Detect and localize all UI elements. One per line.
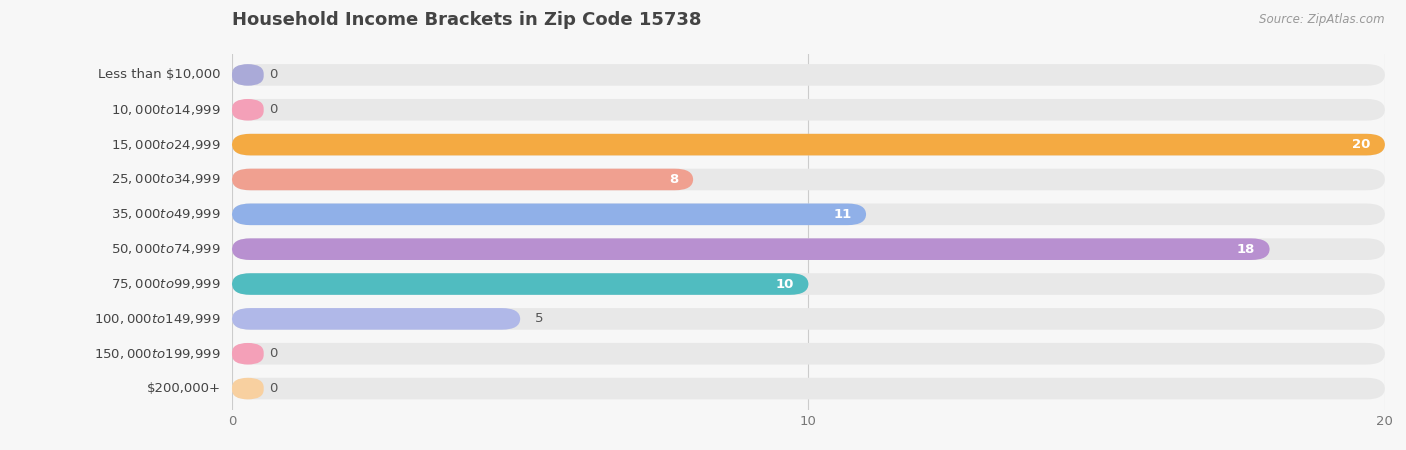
FancyBboxPatch shape bbox=[232, 273, 808, 295]
Text: 0: 0 bbox=[270, 347, 278, 360]
Text: 5: 5 bbox=[534, 312, 543, 325]
FancyBboxPatch shape bbox=[232, 134, 1385, 155]
Text: Household Income Brackets in Zip Code 15738: Household Income Brackets in Zip Code 15… bbox=[232, 11, 702, 29]
Text: 0: 0 bbox=[270, 103, 278, 116]
Text: 10: 10 bbox=[776, 278, 794, 291]
FancyBboxPatch shape bbox=[232, 238, 1385, 260]
FancyBboxPatch shape bbox=[232, 99, 1385, 121]
Text: $15,000 to $24,999: $15,000 to $24,999 bbox=[111, 138, 221, 152]
Text: $200,000+: $200,000+ bbox=[146, 382, 221, 395]
FancyBboxPatch shape bbox=[232, 308, 1385, 330]
Text: $35,000 to $49,999: $35,000 to $49,999 bbox=[111, 207, 221, 221]
Text: 0: 0 bbox=[270, 68, 278, 81]
Text: $100,000 to $149,999: $100,000 to $149,999 bbox=[94, 312, 221, 326]
FancyBboxPatch shape bbox=[232, 134, 1385, 155]
FancyBboxPatch shape bbox=[232, 169, 693, 190]
Text: $150,000 to $199,999: $150,000 to $199,999 bbox=[94, 347, 221, 361]
FancyBboxPatch shape bbox=[232, 343, 1385, 364]
FancyBboxPatch shape bbox=[232, 203, 866, 225]
Text: $75,000 to $99,999: $75,000 to $99,999 bbox=[111, 277, 221, 291]
Text: 0: 0 bbox=[270, 382, 278, 395]
FancyBboxPatch shape bbox=[232, 169, 1385, 190]
Text: Source: ZipAtlas.com: Source: ZipAtlas.com bbox=[1260, 14, 1385, 27]
Text: $50,000 to $74,999: $50,000 to $74,999 bbox=[111, 242, 221, 256]
Text: 20: 20 bbox=[1353, 138, 1371, 151]
FancyBboxPatch shape bbox=[232, 308, 520, 330]
FancyBboxPatch shape bbox=[232, 343, 264, 364]
Text: 18: 18 bbox=[1237, 243, 1256, 256]
Text: 11: 11 bbox=[834, 208, 852, 221]
FancyBboxPatch shape bbox=[232, 64, 264, 86]
Text: Less than $10,000: Less than $10,000 bbox=[98, 68, 221, 81]
FancyBboxPatch shape bbox=[232, 64, 1385, 86]
Text: $10,000 to $14,999: $10,000 to $14,999 bbox=[111, 103, 221, 117]
Text: $25,000 to $34,999: $25,000 to $34,999 bbox=[111, 172, 221, 186]
FancyBboxPatch shape bbox=[232, 378, 1385, 400]
FancyBboxPatch shape bbox=[232, 99, 264, 121]
Text: 8: 8 bbox=[669, 173, 679, 186]
FancyBboxPatch shape bbox=[232, 203, 1385, 225]
FancyBboxPatch shape bbox=[232, 238, 1270, 260]
FancyBboxPatch shape bbox=[232, 378, 264, 400]
FancyBboxPatch shape bbox=[232, 273, 1385, 295]
